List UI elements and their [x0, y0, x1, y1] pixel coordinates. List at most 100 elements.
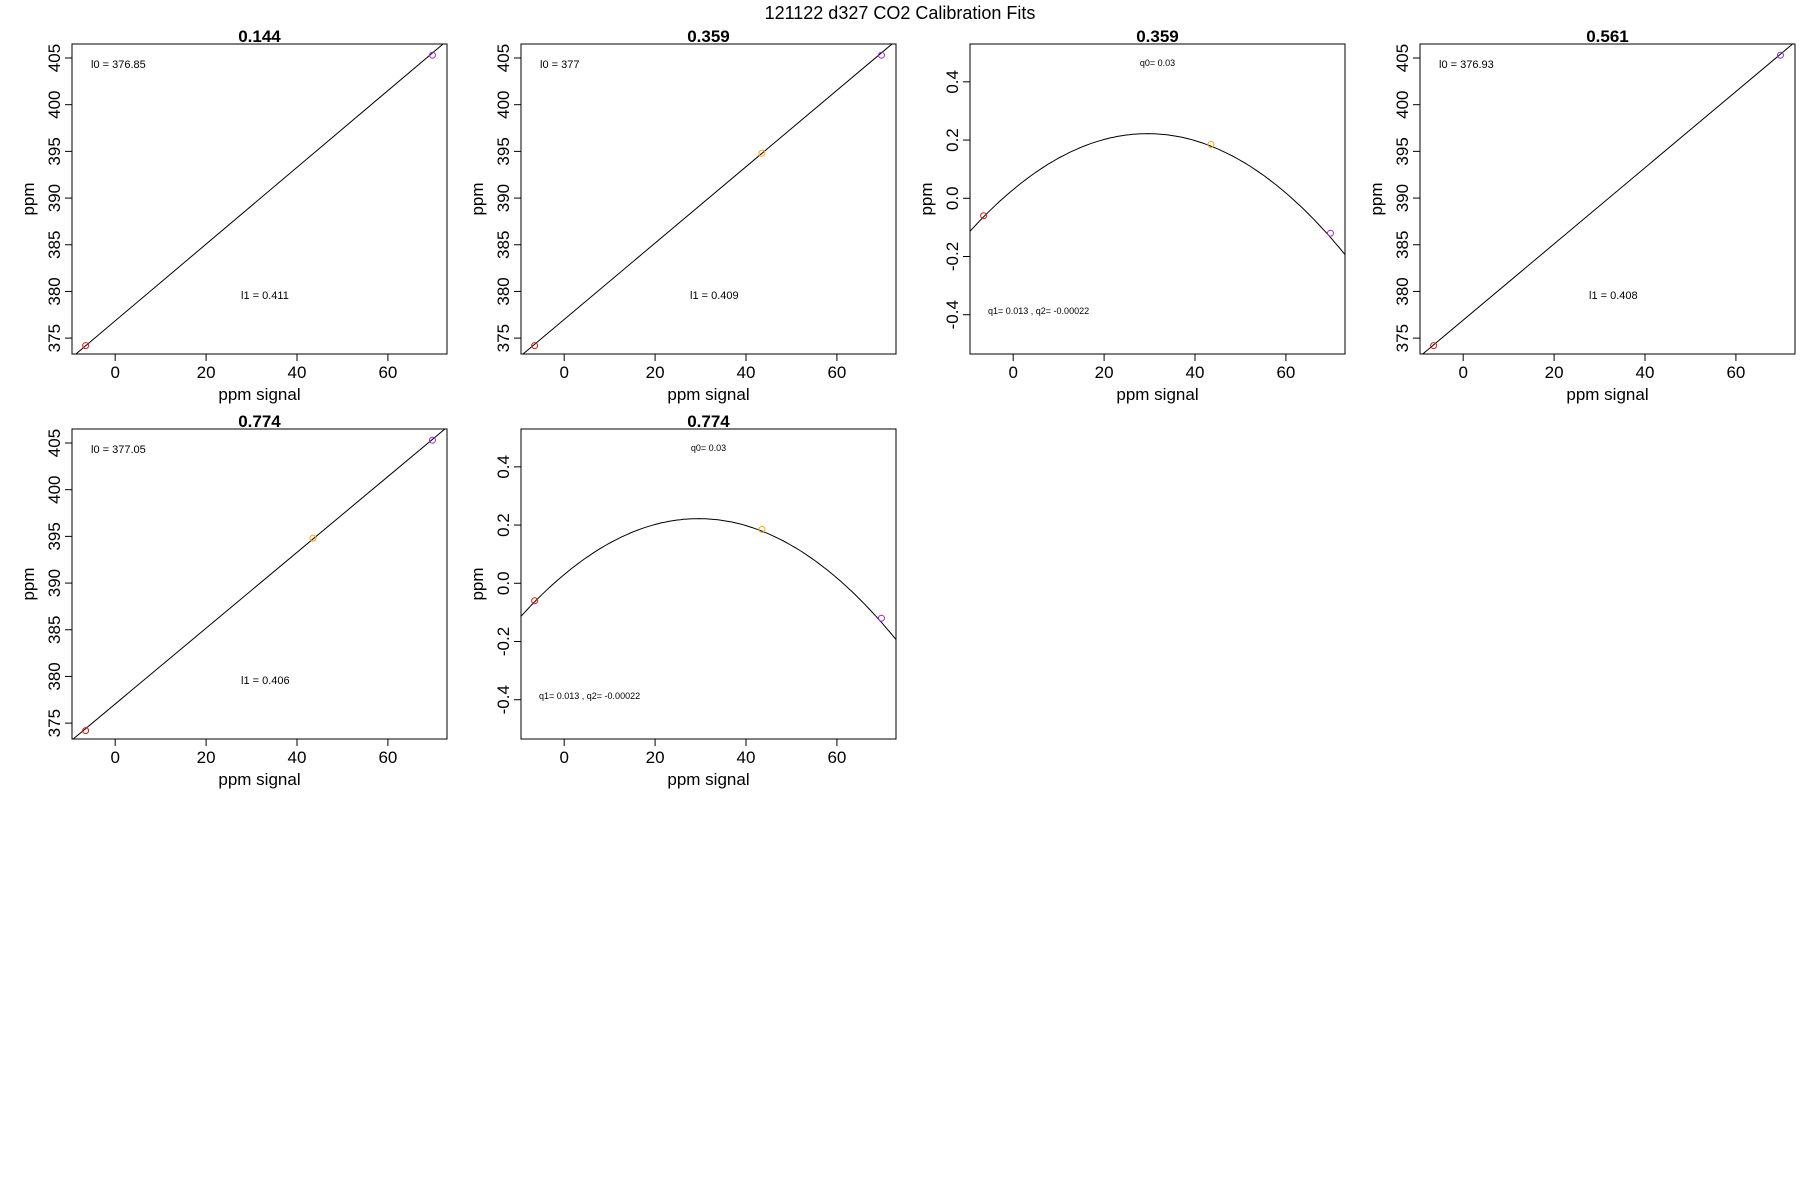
- chart-panel: 0.774 0 20 40 60 375 380 385 390 395 400 405 ppm sig…: [19, 412, 448, 789]
- x-tick-label: 0: [110, 748, 119, 767]
- y-tick-label: 375: [45, 709, 64, 737]
- y-axis-label: ppm: [19, 182, 38, 215]
- y-tick-label: 400: [1393, 91, 1412, 119]
- annotation-l0: l0 = 377.05: [91, 444, 146, 456]
- y-tick-label: 390: [45, 184, 64, 212]
- panel-title: 0.774: [687, 412, 730, 431]
- annotation-q0: q0= 0.03: [1140, 58, 1175, 68]
- y-tick-label: 390: [1393, 184, 1412, 212]
- data-point: [82, 342, 90, 350]
- y-tick-label: 380: [1393, 277, 1412, 305]
- y-tick-label: 405: [1393, 44, 1412, 72]
- y-tick-label: -0.4: [494, 685, 513, 714]
- plot-area: [970, 133, 1345, 255]
- y-tick-label: 405: [45, 44, 64, 72]
- y-tick-label: 380: [45, 662, 64, 690]
- fit-line: [72, 429, 446, 739]
- data-point: [758, 525, 766, 533]
- x-tick-label: 20: [1095, 363, 1114, 382]
- x-tick-label: 20: [197, 748, 216, 767]
- annotation-q1-q2: q1= 0.013 , q2= -0.00022: [988, 306, 1089, 316]
- panel-title: 0.774: [238, 412, 281, 431]
- chart-panel: 0.561 0 20 40 60 375 380 385 390 395 400 405 ppm sig…: [1367, 27, 1796, 404]
- plot-frame: [71, 43, 448, 355]
- plot-frame: [520, 43, 897, 355]
- y-tick-label: 0.0: [494, 571, 513, 595]
- data-point: [428, 51, 436, 59]
- y-tick-label: 375: [1393, 324, 1412, 352]
- y-tick-label: -0.2: [494, 627, 513, 656]
- annotation-l1: l1 = 0.411: [241, 290, 289, 302]
- y-tick-label: 385: [1393, 231, 1412, 259]
- y-tick-label: 395: [45, 137, 64, 165]
- chart-panel: 0.144 0 20 40 60 375 380 385 390 395 400 405 ppm sig…: [19, 27, 448, 404]
- x-tick-label: 60: [378, 748, 397, 767]
- annotation-q1-q2: q1= 0.013 , q2= -0.00022: [539, 691, 640, 701]
- data-point: [531, 597, 539, 605]
- plot-frame: [520, 428, 897, 740]
- panel-title: 0.359: [687, 27, 730, 46]
- data-point: [309, 534, 317, 542]
- x-tick-label: 0: [1458, 363, 1467, 382]
- fit-curve: [970, 133, 1345, 255]
- data-point: [1207, 140, 1215, 148]
- y-tick-label: 390: [494, 184, 513, 212]
- y-axis-label: ppm: [1367, 182, 1386, 215]
- x-tick-label: 40: [288, 363, 307, 382]
- y-tick-label: 400: [494, 91, 513, 119]
- y-tick-label: 0.2: [943, 128, 962, 152]
- y-tick-label: 375: [494, 324, 513, 352]
- y-tick-label: 0.4: [494, 455, 513, 479]
- annotation-l1: l1 = 0.406: [241, 675, 290, 687]
- y-axis-label: ppm: [19, 567, 38, 600]
- y-tick-label: 380: [45, 277, 64, 305]
- panel-title: 0.359: [1136, 27, 1179, 46]
- x-tick-label: 0: [1008, 363, 1017, 382]
- y-tick-label: 380: [494, 277, 513, 305]
- y-tick-label: 375: [45, 324, 64, 352]
- x-tick-label: 0: [559, 748, 568, 767]
- x-tick-label: 40: [288, 748, 307, 767]
- y-tick-label: 385: [45, 231, 64, 259]
- plot-frame: [1419, 43, 1796, 355]
- y-axis-label: ppm: [468, 182, 487, 215]
- fit-line: [1421, 44, 1794, 354]
- x-tick-label: 60: [1726, 363, 1745, 382]
- y-tick-label: 400: [45, 476, 64, 504]
- data-point: [1326, 229, 1334, 237]
- chart-panel: 0.359 0 20 40 60 375 380 385 390 395 400 405 ppm sig…: [468, 27, 897, 404]
- plot-area: [75, 44, 444, 354]
- x-tick-label: 20: [646, 748, 665, 767]
- data-point: [82, 727, 90, 735]
- annotation-q0: q0= 0.03: [691, 443, 726, 453]
- x-tick-label: 20: [646, 363, 665, 382]
- y-tick-label: 385: [494, 231, 513, 259]
- fit-line: [522, 44, 893, 354]
- x-tick-label: 40: [737, 748, 756, 767]
- y-tick-label: 395: [494, 137, 513, 165]
- x-axis-label: ppm signal: [667, 385, 749, 404]
- data-point: [428, 436, 436, 444]
- x-axis-label: ppm signal: [1116, 385, 1198, 404]
- data-point: [877, 51, 885, 59]
- chart-panel: 0.774 0 20 40 60 -0.4 -0.2 0.0 0.2 0.4 ppm signal p…: [468, 412, 897, 789]
- annotation-l0: l0 = 376.93: [1439, 59, 1494, 71]
- x-axis-label: ppm signal: [1566, 385, 1648, 404]
- x-axis-label: ppm signal: [218, 770, 300, 789]
- x-axis-label: ppm signal: [667, 770, 749, 789]
- y-tick-label: -0.4: [943, 300, 962, 329]
- x-tick-label: 40: [737, 363, 756, 382]
- y-tick-label: 395: [1393, 137, 1412, 165]
- x-tick-label: 0: [559, 363, 568, 382]
- data-point: [1776, 51, 1784, 59]
- x-tick-label: 60: [1276, 363, 1295, 382]
- fit-line: [75, 44, 444, 354]
- y-tick-label: 400: [45, 91, 64, 119]
- data-point: [980, 212, 988, 220]
- y-axis-label: ppm: [468, 567, 487, 600]
- data-point: [758, 149, 766, 157]
- x-tick-label: 60: [827, 748, 846, 767]
- plot-area: [1421, 44, 1794, 354]
- chart-panel: 0.359 0 20 40 60 -0.4 -0.2 0.0 0.2 0.4 ppm signal p…: [917, 27, 1346, 404]
